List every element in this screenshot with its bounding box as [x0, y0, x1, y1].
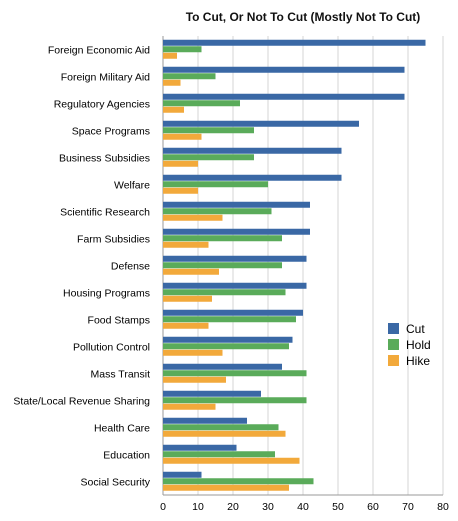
chart-title: To Cut, Or Not To Cut (Mostly Not To Cut…: [186, 10, 421, 24]
legend-label-cut: Cut: [406, 322, 425, 336]
bar-cut: [163, 417, 247, 424]
category-label: Food Stamps: [88, 315, 150, 327]
bar-hold: [163, 73, 216, 80]
x-tick-label: 20: [227, 501, 239, 513]
bar-cut: [163, 363, 282, 370]
bar-hold: [163, 370, 307, 377]
category-label: Social Security: [81, 477, 151, 489]
legend-swatch-hold: [388, 339, 399, 350]
bar-hold: [163, 154, 254, 161]
bar-hold: [163, 235, 282, 242]
bar-hike: [163, 79, 181, 86]
legend-label-hike: Hike: [406, 354, 430, 368]
bar-hike: [163, 403, 216, 410]
bar-hike: [163, 160, 198, 167]
category-label: Housing Programs: [63, 288, 150, 300]
x-tick-labels: 0 10 20 30 40 50 60 70 80: [160, 501, 449, 513]
bar-cut: [163, 147, 342, 154]
bar-cut: [163, 66, 405, 73]
bar-hike: [163, 376, 226, 383]
bar-hike: [163, 430, 286, 437]
bar-hike: [163, 322, 209, 329]
bar-cut: [163, 309, 303, 316]
x-tick-label: 60: [367, 501, 379, 513]
x-tick-label: 30: [262, 501, 274, 513]
bar-cut: [163, 174, 342, 181]
category-label: Foreign Economic Aid: [48, 45, 150, 57]
legend: Cut Hold Hike: [388, 322, 431, 368]
bar-hold: [163, 208, 272, 215]
bar-hold: [163, 397, 307, 404]
category-label: Defense: [111, 261, 150, 273]
x-tick-label: 80: [437, 501, 449, 513]
bar-hike: [163, 295, 212, 302]
category-label: Welfare: [114, 180, 150, 192]
x-tick-label: 0: [160, 501, 166, 513]
bar-hike: [163, 106, 184, 113]
bar-hold: [163, 316, 296, 323]
bar-hold: [163, 100, 240, 107]
category-label: State/Local Revenue Sharing: [13, 396, 150, 408]
bar-hike: [163, 241, 209, 248]
bar-hike: [163, 187, 198, 194]
category-label: Health Care: [94, 423, 150, 435]
bar-cut: [163, 282, 307, 289]
bar-hike: [163, 268, 219, 275]
bar-cut: [163, 201, 310, 208]
bar-hold: [163, 289, 286, 296]
bar-hold: [163, 451, 275, 458]
bar-hold: [163, 181, 268, 188]
bar-cut: [163, 390, 261, 397]
bar-hike: [163, 457, 300, 464]
bar-hike: [163, 133, 202, 140]
bar-cut: [163, 228, 310, 235]
category-labels: Foreign Economic Aid Foreign Military Aid…: [13, 45, 150, 489]
bars: [163, 39, 426, 491]
bar-hike: [163, 484, 289, 491]
bar-hike: [163, 214, 223, 221]
bar-cut: [163, 39, 426, 46]
bar-cut: [163, 471, 202, 478]
bar-hold: [163, 343, 289, 350]
category-label: Education: [103, 450, 150, 462]
bar-hold: [163, 424, 279, 431]
bar-hold: [163, 478, 314, 485]
legend-swatch-cut: [388, 323, 399, 334]
legend-swatch-hike: [388, 355, 399, 366]
bar-hold: [163, 46, 202, 53]
bar-cut: [163, 255, 307, 262]
x-tick-label: 40: [297, 501, 309, 513]
bar-cut: [163, 120, 359, 127]
x-tick-label: 50: [332, 501, 344, 513]
bar-cut: [163, 444, 237, 451]
category-label: Mass Transit: [90, 369, 150, 381]
category-label: Foreign Military Aid: [61, 72, 150, 84]
bar-hike: [163, 349, 223, 356]
bar-cut: [163, 93, 405, 100]
x-tick-label: 70: [402, 501, 414, 513]
bar-hold: [163, 262, 282, 269]
category-label: Pollution Control: [73, 342, 150, 354]
legend-label-hold: Hold: [406, 338, 431, 352]
bar-cut: [163, 336, 293, 343]
x-tick-label: 10: [192, 501, 204, 513]
category-label: Farm Subsidies: [77, 234, 150, 246]
bar-hold: [163, 127, 254, 134]
bar-hike: [163, 52, 177, 59]
category-label: Regulatory Agencies: [54, 99, 150, 111]
category-label: Business Subsidies: [59, 153, 150, 165]
category-label: Space Programs: [72, 126, 150, 138]
category-label: Scientific Research: [60, 207, 150, 219]
